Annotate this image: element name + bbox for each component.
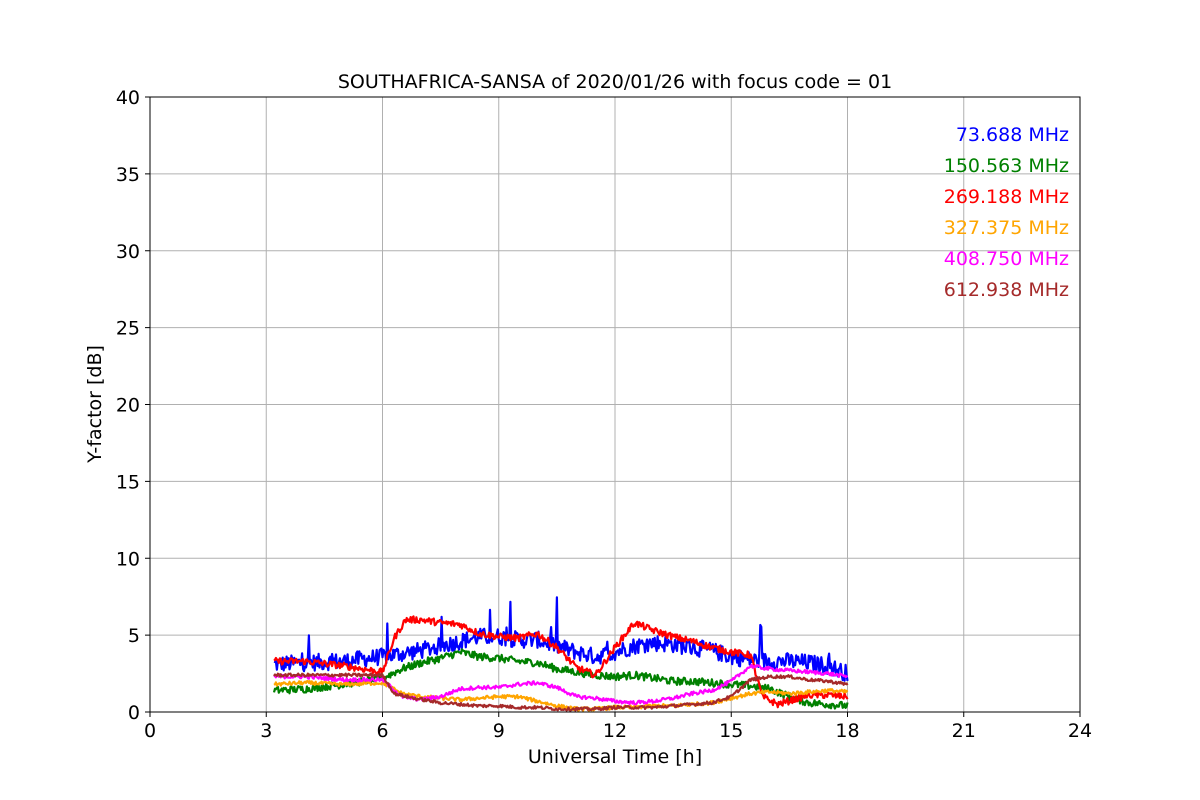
y-tick-label: 10 xyxy=(116,548,140,570)
series-line-3 xyxy=(273,680,849,712)
y-tick-label: 15 xyxy=(116,471,140,493)
x-tick-label: 9 xyxy=(493,720,505,742)
x-tick-label: 12 xyxy=(603,720,627,742)
x-tick-label: 6 xyxy=(376,720,388,742)
x-tick-label: 24 xyxy=(1068,720,1092,742)
legend-entry-5: 612.938 MHz xyxy=(944,279,1069,301)
y-tick-label: 40 xyxy=(116,87,140,109)
legend-entry-4: 408.750 MHz xyxy=(944,248,1069,270)
series-line-5 xyxy=(273,672,849,712)
x-axis-title: Universal Time [h] xyxy=(528,746,702,768)
x-tick-label: 3 xyxy=(260,720,272,742)
legend-entry-3: 327.375 MHz xyxy=(944,217,1069,239)
series-line-1 xyxy=(272,648,849,710)
y-tick-label: 0 xyxy=(128,702,140,724)
x-axis: 0 3 6 9 12 15 18 21 24 xyxy=(144,712,1092,742)
y-axis-title: Y-factor [dB] xyxy=(84,345,106,464)
chart-title: SOUTHAFRICA-SANSA of 2020/01/26 with foc… xyxy=(338,71,892,93)
legend-entry-0: 73.688 MHz xyxy=(956,124,1069,146)
x-tick-label: 18 xyxy=(835,720,859,742)
series-line-4 xyxy=(273,663,849,706)
series-group xyxy=(272,596,849,712)
series-line-2 xyxy=(273,615,849,709)
y-tick-label: 5 xyxy=(128,625,140,647)
x-tick-label: 21 xyxy=(952,720,976,742)
y-tick-label: 25 xyxy=(116,318,140,340)
y-axis: 0 5 10 15 20 25 30 35 40 xyxy=(116,87,150,724)
y-tick-label: 20 xyxy=(116,395,140,417)
legend: 73.688 MHz 150.563 MHz 269.188 MHz 327.375 … xyxy=(944,124,1069,301)
x-tick-label: 0 xyxy=(144,720,156,742)
legend-entry-2: 269.188 MHz xyxy=(944,186,1069,208)
x-tick-label: 15 xyxy=(719,720,743,742)
y-tick-label: 35 xyxy=(116,164,140,186)
y-tick-label: 30 xyxy=(116,241,140,263)
legend-entry-1: 150.563 MHz xyxy=(944,155,1069,177)
